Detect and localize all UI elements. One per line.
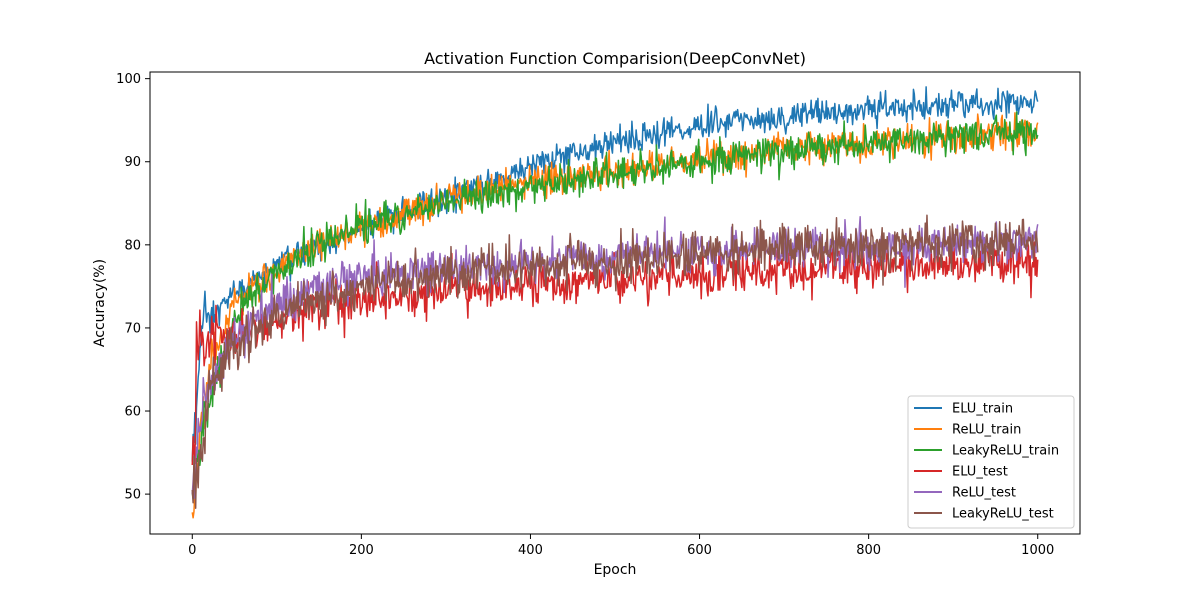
- series-line-leakyrelu-train: [191, 111, 1039, 500]
- legend-box: [907, 395, 1075, 529]
- series-line-leakyrelu-test: [191, 214, 1039, 510]
- chart-title: Activation Function Comparision(DeepConv…: [424, 49, 806, 68]
- y-tick-label: 60: [124, 405, 141, 420]
- x-tick-label: 1000: [1021, 543, 1054, 558]
- legend-label: ReLU_train: [952, 423, 1021, 438]
- y-tick-label: 90: [124, 155, 141, 170]
- y-axis: 50 60 70 80 90 100: [116, 72, 150, 503]
- x-tick-label: 0: [188, 543, 196, 558]
- legend-label: LeakyReLU_train: [952, 444, 1059, 459]
- plot-area: [191, 86, 1039, 519]
- x-axis: 0 200 400 600 800 1000: [188, 534, 1054, 558]
- legend-label: ELU_train: [952, 402, 1013, 417]
- y-tick-label: 70: [124, 321, 141, 336]
- y-tick-label: 100: [116, 72, 141, 87]
- legend-label: ELU_test: [952, 465, 1008, 480]
- x-tick-label: 200: [349, 543, 374, 558]
- y-axis-label: Accuracy(%): [92, 259, 108, 347]
- x-axis-label: Epoch: [594, 562, 637, 578]
- series-line-elu-train: [191, 86, 1039, 462]
- plot-frame: [149, 71, 1081, 535]
- x-tick-label: 800: [856, 543, 881, 558]
- y-tick-label: 50: [124, 488, 141, 503]
- legend-label: LeakyReLU_test: [952, 507, 1054, 522]
- legend-label: ReLU_test: [952, 486, 1016, 501]
- y-tick-label: 80: [124, 238, 141, 253]
- x-tick-label: 400: [518, 543, 543, 558]
- legend: ELU_train ReLU_train LeakyReLU_train ELU_te…: [907, 395, 1075, 529]
- x-tick-label: 600: [687, 543, 712, 558]
